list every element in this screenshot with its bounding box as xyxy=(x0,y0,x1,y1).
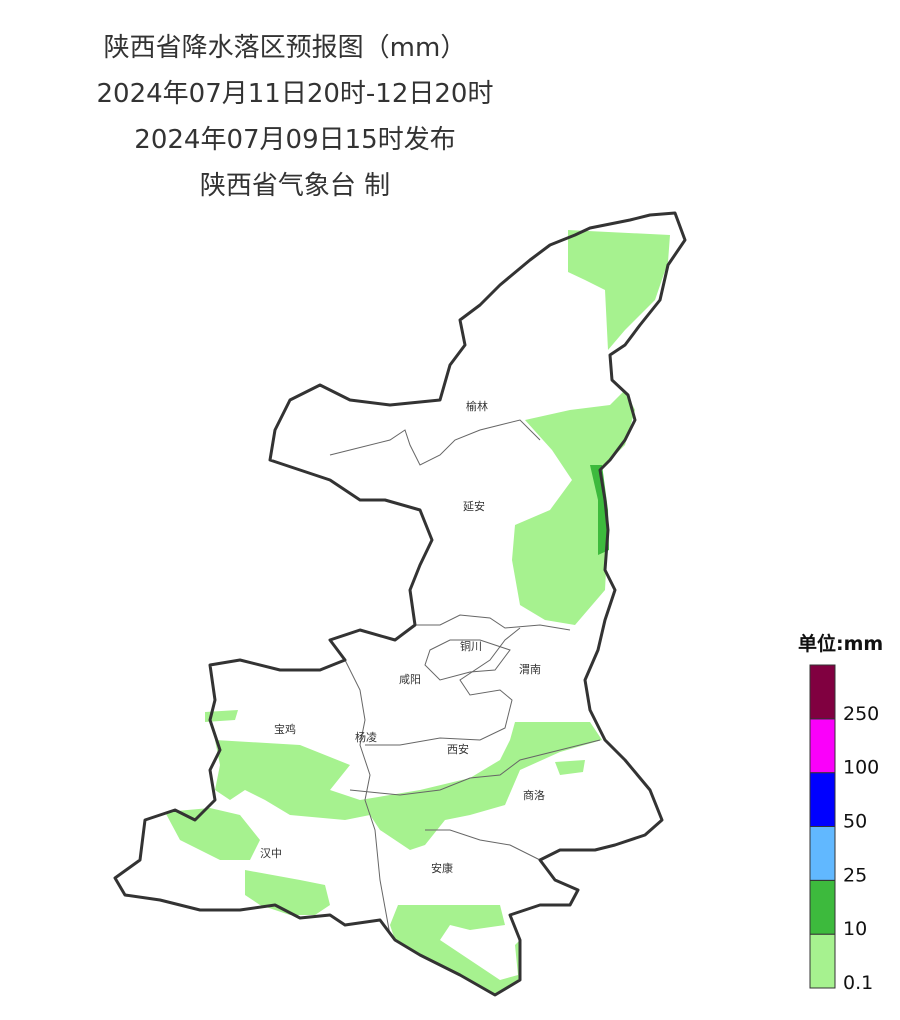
city-label: 商洛 xyxy=(523,788,545,802)
rain-area-light xyxy=(390,905,520,995)
city-label: 安康 xyxy=(431,861,453,875)
city-label: 西安 xyxy=(447,742,469,756)
legend: 0.1 10 25 50 100 250 xyxy=(809,664,879,994)
legend-swatch xyxy=(809,933,836,989)
city-label: 宝鸡 xyxy=(274,722,296,736)
issuer: 陕西省气象台 制 xyxy=(200,171,390,201)
issued: 2024年07月09日15时发布 xyxy=(134,125,455,155)
legend-label: 100 xyxy=(843,757,879,779)
legend-label: 25 xyxy=(843,864,867,886)
legend-swatch xyxy=(809,664,836,720)
legend-title: 单位:mm xyxy=(798,632,883,655)
title: 陕西省降水落区预报图（mm） xyxy=(104,33,467,63)
legend-swatch xyxy=(809,772,836,828)
legend-label: 50 xyxy=(843,811,867,833)
province-outline xyxy=(113,211,687,997)
city-label: 榆林 xyxy=(466,399,488,413)
rain-area-light xyxy=(568,230,670,350)
rain-area-light xyxy=(512,390,635,625)
legend-swatch xyxy=(809,718,836,774)
city-label: 咸阳 xyxy=(399,673,421,686)
city-label: 汉中 xyxy=(260,847,282,860)
city-label: 渭南 xyxy=(519,663,541,676)
city-label: 杨凌 xyxy=(355,730,377,744)
legend-label: 250 xyxy=(843,703,879,725)
legend-label: 0.1 xyxy=(843,972,873,994)
legend-swatch xyxy=(809,879,836,935)
legend-label: 10 xyxy=(843,918,867,940)
map xyxy=(113,211,687,997)
city-label: 铜川 xyxy=(460,639,482,653)
rain-area-light xyxy=(165,808,260,860)
rain-area-light xyxy=(215,722,602,850)
rain-area-light xyxy=(245,870,330,915)
city-label: 延安 xyxy=(463,499,485,513)
rain-areas xyxy=(165,230,670,995)
period: 2024年07月11日20时-12日20时 xyxy=(97,79,494,109)
legend-swatch xyxy=(809,826,836,881)
city-borders xyxy=(329,419,601,936)
rain-area-light xyxy=(555,760,585,775)
